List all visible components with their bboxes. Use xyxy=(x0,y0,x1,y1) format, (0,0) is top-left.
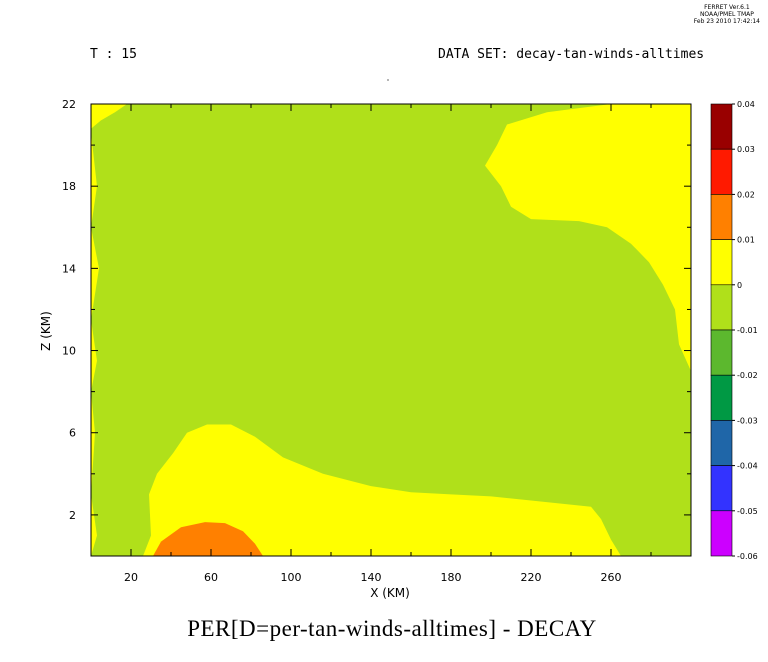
x-tick-label: 60 xyxy=(204,571,218,584)
colorbar-swatch xyxy=(710,420,733,466)
colorbar-label: 0.02 xyxy=(737,190,755,199)
y-tick-label: 14 xyxy=(62,262,76,275)
colorbar-label: 0.01 xyxy=(737,236,755,245)
colorbar: 0.04 0.03 0.02 0.01 0 -0.01 -0.02 -0.03 -0.04 -0.… xyxy=(710,100,758,561)
x-tick-label: 260 xyxy=(601,571,622,584)
colorbar-swatch xyxy=(710,194,733,240)
axes: 20 60 100 140 180 220 260 2 6 10 14 18 22 xyxy=(62,79,692,584)
x-tick-label: 100 xyxy=(281,571,302,584)
colorbar-swatch xyxy=(710,284,733,331)
contour-region-4 xyxy=(91,104,127,129)
colorbar-swatch xyxy=(710,465,733,512)
y-tick-label: 18 xyxy=(62,180,76,193)
colorbar-swatch xyxy=(710,374,733,421)
contour-fills xyxy=(91,104,691,556)
stamp-line-2: NOAA/PMEL TMAP xyxy=(699,11,754,18)
colorbar-swatch xyxy=(710,510,733,557)
colorbar-swatch xyxy=(710,329,733,376)
contour-region-5 xyxy=(91,132,99,556)
colorbar-label: 0.03 xyxy=(737,145,755,154)
chart-title: PER[D=per-tan-winds-alltimes] - DECAY xyxy=(187,616,597,641)
contour-region-3 xyxy=(485,104,691,372)
dataset-label: DATA SET: decay-tan-winds-alltimes xyxy=(438,47,705,62)
ferret-stamp: FERRET Ver.6.1 NOAA/PMEL TMAP Feb 23 201… xyxy=(694,4,760,25)
colorbar-swatch xyxy=(710,148,733,195)
y-axis-label: Z (KM) xyxy=(39,311,53,351)
colorbar-label: -0.04 xyxy=(737,462,758,471)
x-axis-label: X (KM) xyxy=(370,586,410,600)
colorbar-label: -0.02 xyxy=(737,371,758,380)
colorbar-label: 0 xyxy=(737,281,742,290)
x-tick-label: 20 xyxy=(124,571,138,584)
colorbar-label: -0.05 xyxy=(737,507,758,516)
y-tick-label: 2 xyxy=(69,509,76,522)
x-tick-label: 140 xyxy=(361,571,382,584)
plot-frame xyxy=(90,103,692,557)
x-tick-label: 180 xyxy=(441,571,462,584)
y-tick-label: 6 xyxy=(69,427,76,440)
contour-region-1 xyxy=(143,424,621,556)
colorbar-swatch xyxy=(710,239,733,286)
contour-region-2 xyxy=(153,522,263,556)
colorbar-label: -0.06 xyxy=(737,552,758,561)
stray-dot xyxy=(387,79,389,81)
colorbar-label: 0.04 xyxy=(737,100,755,109)
stamp-line-1: FERRET Ver.6.1 xyxy=(704,4,750,11)
y-tick-label: 10 xyxy=(62,345,76,358)
colorbar-swatch xyxy=(710,103,733,150)
time-label: T : 15 xyxy=(90,47,137,62)
stamp-line-3: Feb 23 2010 17:42:14 xyxy=(693,18,760,25)
colorbar-label: -0.01 xyxy=(737,326,758,335)
x-tick-label: 220 xyxy=(521,571,542,584)
y-tick-label: 22 xyxy=(62,98,76,111)
plot-area xyxy=(91,104,691,556)
colorbar-label: -0.03 xyxy=(737,416,758,425)
